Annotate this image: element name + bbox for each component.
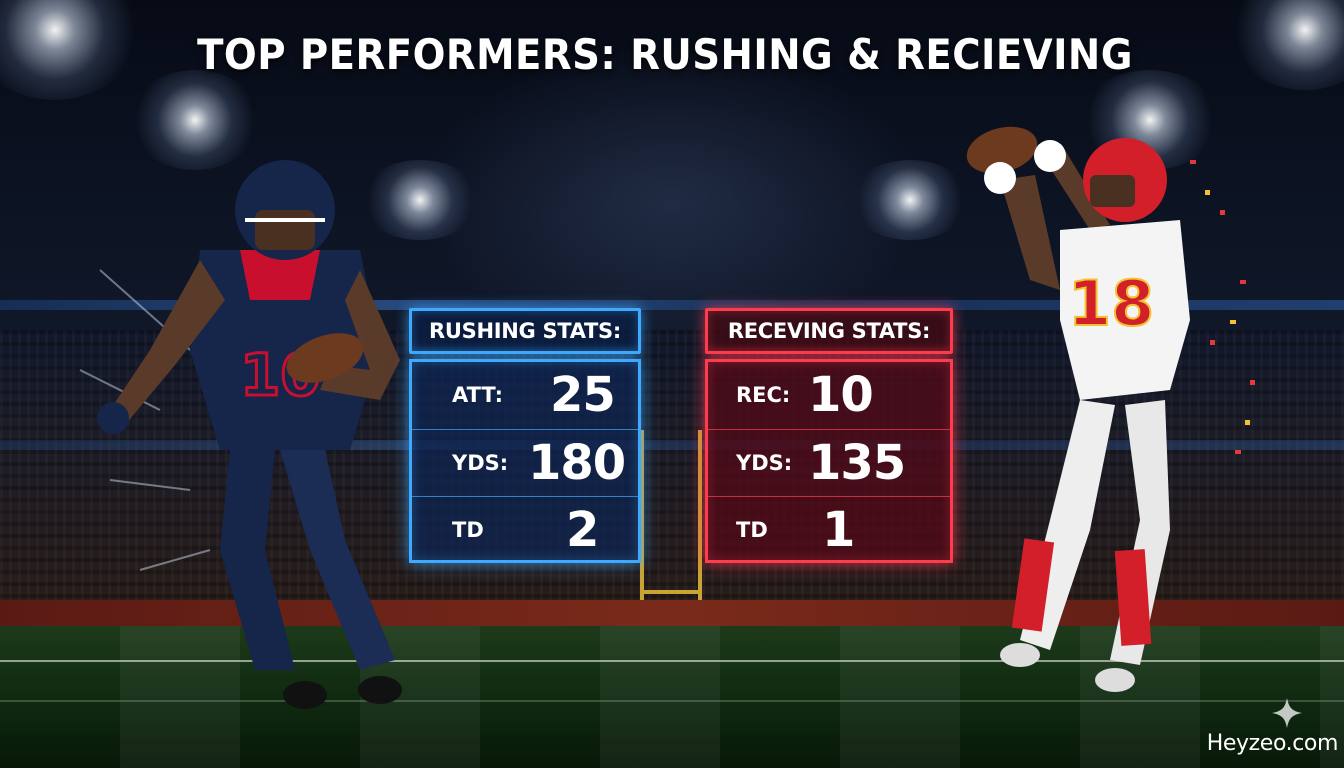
rushing-player-illustration: 10: [79, 160, 402, 709]
receiving-stat-row-td: TD 1: [708, 496, 950, 563]
stat-value: 135: [808, 435, 906, 491]
page-title: TOP PERFORMERS: RUSHING & RECIEVING: [197, 30, 1133, 79]
stat-label: TD: [452, 518, 484, 542]
rushing-stats-header: RUSHING STATS:: [409, 308, 641, 354]
receiving-stats-header: RECEVING STATS:: [705, 308, 953, 354]
watermark: Heyzeo.com: [1206, 731, 1339, 756]
goalpost: [640, 590, 702, 594]
receiving-stat-row-yds: YDS: 135: [708, 429, 950, 496]
right-jersey-number: 18: [1068, 267, 1154, 340]
stadium-light: [360, 160, 480, 240]
ribbon-board: [0, 440, 1344, 450]
yard-line: [0, 660, 1344, 662]
receiving-player-illustration: 18: [966, 126, 1255, 692]
goalpost: [698, 430, 702, 600]
stat-label: YDS:: [736, 451, 793, 475]
receiving-stats-panel: REC: 10 YDS: 135 TD 1: [705, 359, 953, 563]
yard-line: [0, 700, 1344, 702]
stat-value: 2: [566, 502, 599, 558]
stat-value: 10: [808, 367, 874, 423]
rushing-stat-row-att: ATT: 25: [412, 362, 638, 429]
stat-label: ATT:: [452, 383, 504, 407]
receiving-stat-row-rec: REC: 10: [708, 362, 950, 429]
rushing-stat-row-yds: YDS: 180: [412, 429, 638, 496]
stat-value: 1: [822, 502, 855, 558]
stat-value: 180: [528, 435, 626, 491]
stat-value: 25: [550, 367, 616, 423]
goalpost: [640, 430, 644, 600]
ribbon-board: [0, 300, 1344, 310]
rushing-stats-panel: ATT: 25 YDS: 180 TD 2: [409, 359, 641, 563]
stat-label: REC:: [736, 383, 791, 407]
sparkle-icon: [1272, 698, 1302, 728]
stat-label: TD: [736, 518, 768, 542]
stadium-light: [130, 70, 260, 170]
rushing-stat-row-td: TD 2: [412, 496, 638, 563]
stat-label: YDS:: [452, 451, 509, 475]
stadium-light: [850, 160, 970, 240]
